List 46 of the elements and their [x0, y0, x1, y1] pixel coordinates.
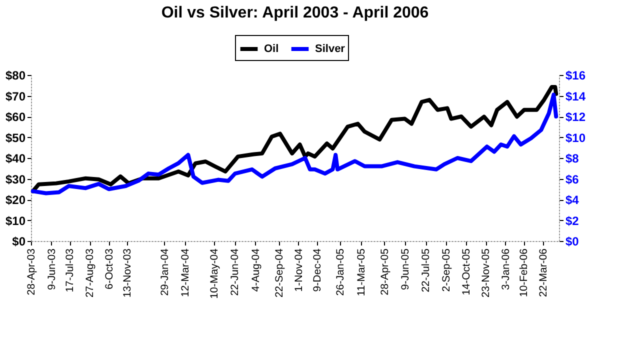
- y2-tick-label: $4: [566, 193, 580, 207]
- y-tick-label: $50: [5, 130, 26, 145]
- x-tick-label: 2-Sep-05: [440, 248, 452, 292]
- x-tick-label: 22-Jul-05: [420, 248, 432, 292]
- y-tick-label: $70: [5, 89, 26, 104]
- x-tick-label: 28-Apr-05: [378, 248, 391, 296]
- x-tick-label: 6-Oct-03: [103, 248, 116, 290]
- x-tick-label: 28-Apr-03: [26, 248, 38, 296]
- y2-tick-label: $0: [566, 234, 580, 248]
- x-tick-label: 22-Sep-04: [274, 248, 286, 298]
- x-tick-label: 10-Feb-06: [518, 248, 530, 297]
- x-tick-label: 1-Nov-04: [292, 248, 305, 292]
- x-tick-label: 22-Jun-04: [229, 248, 242, 296]
- x-tick-label: 11-Mar-05: [356, 248, 368, 296]
- x-tick-label: 4-Aug-04: [250, 248, 262, 292]
- x-tick-label: 10-May-04: [208, 248, 220, 299]
- x-tick-label: 14-Oct-05: [460, 248, 473, 296]
- legend-label: Silver: [315, 43, 346, 55]
- y2-tick-label: $2: [566, 214, 580, 228]
- y-tick-label: $40: [5, 152, 26, 166]
- y2-tick-label: $12: [566, 110, 586, 124]
- x-tick-label: 13-Nov-03: [122, 248, 134, 298]
- y2-tick-label: $6: [566, 172, 580, 186]
- legend-label: Oil: [264, 43, 279, 55]
- x-tick-label: 9-Jun-05: [399, 248, 412, 290]
- y-tick-label: $10: [5, 214, 26, 228]
- y2-tick-label: $16: [566, 68, 586, 82]
- x-tick-label: 23-Nov-05: [480, 248, 492, 298]
- y2-tick-label: $10: [566, 130, 586, 145]
- x-tick-label: 12-Mar-04: [180, 248, 192, 297]
- y-tick-label: $0: [12, 234, 26, 248]
- x-tick-label: 9-Jun-03: [46, 248, 58, 290]
- x-tick-label: 27-Aug-03: [84, 248, 96, 298]
- x-tick-label: 22-Mar-06: [538, 248, 550, 297]
- y-tick-label: $20: [5, 193, 26, 207]
- y-tick-label: $80: [5, 68, 26, 82]
- x-tick-label: 3-Jan-06: [500, 248, 512, 290]
- y-tick-label: $60: [5, 110, 26, 124]
- x-tick-label: 9-Dec-04: [311, 248, 324, 292]
- x-tick-label: 17-Jul-03: [64, 248, 76, 292]
- y2-tick-label: $14: [566, 89, 586, 104]
- x-tick-label: 29-Jan-04: [158, 248, 171, 296]
- y-tick-label: $30: [5, 172, 26, 186]
- chart-title: Oil vs Silver: April 2003 - April 2006: [161, 4, 429, 22]
- x-tick-label: 26-Jan-05: [334, 248, 346, 296]
- y2-tick-label: $8: [566, 152, 580, 166]
